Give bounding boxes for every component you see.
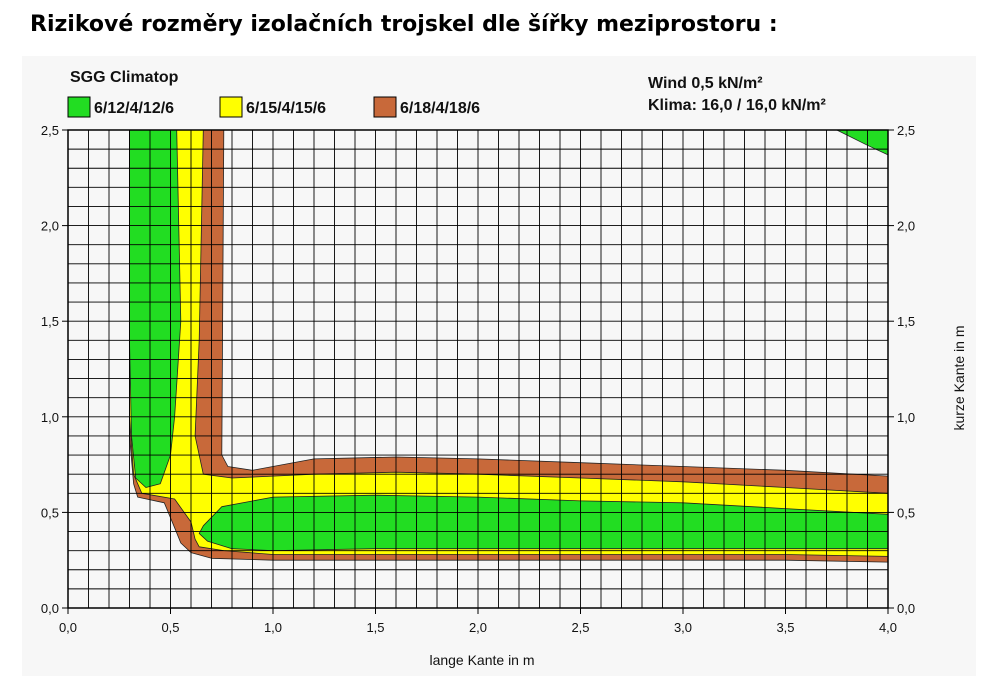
legend-label-6-12: 6/12/4/12/6: [94, 100, 174, 117]
y-tick-label-left: 1,0: [41, 410, 59, 425]
annotation-klima: Klima: 16,0 / 16,0 kN/m²: [648, 97, 826, 114]
annotation-wind: Wind 0,5 kN/m²: [648, 75, 763, 92]
contour-chart: 0,0 0,5 1,0 1,5 2,0 2,5 3,0 3,5 4,00,0 0,00,5 0,51…: [41, 69, 967, 668]
y-axis-label-right: kurze Kante in m: [951, 325, 967, 430]
axes: 0,0 0,5 1,0 1,5 2,0 2,5 3,0 3,5 4,00,0 0,00,5 0,51…: [41, 123, 915, 635]
region-6-12-4-12-6-1: [198, 494, 889, 552]
y-tick-label-right: 2,0: [897, 219, 915, 234]
region-6-15-4-15-6-0: [129, 129, 889, 557]
chart-title: SGG Climatop: [70, 69, 179, 86]
y-tick-label-left: 0,0: [41, 601, 59, 616]
x-tick-label: 3,5: [776, 620, 794, 635]
y-tick-label-left: 2,5: [41, 123, 59, 138]
y-tick-label-right: 0,0: [897, 601, 915, 616]
x-tick-label: 2,5: [571, 620, 589, 635]
x-tick-label: 1,5: [366, 620, 384, 635]
y-tick-label-right: 1,5: [897, 314, 915, 329]
risk-regions: [129, 129, 889, 563]
y-tick-label-left: 2,0: [41, 219, 59, 234]
legend-swatch-6-12: [67, 96, 91, 118]
x-tick-label: 3,0: [674, 620, 692, 635]
x-tick-label: 2,0: [469, 620, 487, 635]
y-tick-label-left: 1,5: [41, 314, 59, 329]
y-tick-label-right: 0,5: [897, 505, 915, 520]
y-tick-label-right: 2,5: [897, 123, 915, 138]
legend-swatch-6-18: [373, 96, 397, 118]
legend-label-6-18: 6/18/4/18/6: [400, 100, 480, 117]
x-tick-label: 4,0: [879, 620, 897, 635]
y-tick-label-right: 1,0: [897, 410, 915, 425]
y-tick-label-left: 0,5: [41, 505, 59, 520]
legend-swatch-6-15: [219, 96, 243, 118]
x-axis-label: lange Kante in m: [429, 652, 534, 668]
chart-panel: 0,0 0,5 1,0 1,5 2,0 2,5 3,0 3,5 4,0 0,0 0,0 0,5 0,5 1…: [22, 56, 976, 676]
chart-grid: [68, 130, 888, 608]
region-6-12-4-12-6-2: [836, 129, 889, 156]
x-tick-label: 0,0: [59, 620, 77, 635]
page-heading: Rizikové rozměry izolačních trojskel dle…: [30, 12, 778, 37]
x-tick-label: 1,0: [264, 620, 282, 635]
legend-label-6-15: 6/15/4/15/6: [246, 100, 326, 117]
x-tick-label: 0,5: [161, 620, 179, 635]
legend: 6/12/4/12/6 6/15/4/15/6 6/18/4/18/6: [67, 96, 480, 118]
region-6-12-4-12-6-0: [129, 129, 182, 488]
